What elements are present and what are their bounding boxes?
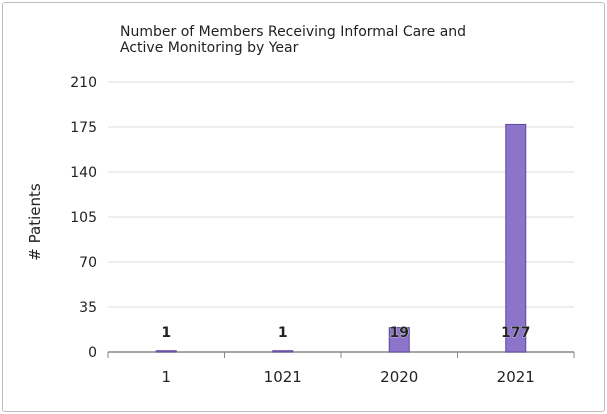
y-tick-label: 0 [88, 345, 97, 361]
data-label: 177 [501, 325, 530, 341]
bar[interactable] [388, 327, 410, 353]
y-axis-label: # Patients [26, 183, 44, 261]
data-label: 1 [278, 325, 288, 341]
bar[interactable] [505, 123, 527, 353]
bar[interactable] [272, 350, 294, 353]
data-labels: 1 1 19 177 [161, 325, 531, 342]
bars [155, 123, 527, 353]
y-tick-label: 210 [70, 75, 97, 91]
data-label: 1 [161, 325, 171, 341]
bar[interactable] [155, 350, 177, 353]
chart-title: Number of Members Receiving Informal Car… [120, 24, 467, 56]
x-tick-label: 1 [161, 368, 171, 386]
y-tick-label: 35 [79, 300, 97, 316]
y-tick-label: 140 [70, 165, 97, 181]
x-tick-label: 1021 [264, 368, 302, 386]
y-tick-label: 175 [70, 120, 97, 136]
axes: 0 35 70 105 140 175 210 1 1021 2020 2021 [70, 75, 575, 386]
x-tick-label: 2020 [380, 368, 418, 386]
x-tick-label: 2021 [497, 368, 535, 386]
y-tick-label: 70 [79, 255, 97, 271]
data-label: 19 [390, 325, 409, 341]
grid-lines [108, 81, 574, 308]
y-tick-label: 105 [70, 210, 97, 226]
